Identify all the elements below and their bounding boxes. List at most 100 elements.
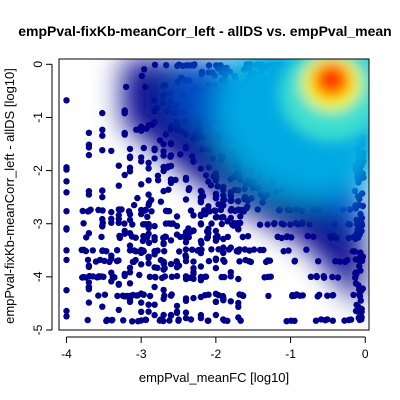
scatter-point (186, 185, 193, 192)
scatter-point (98, 233, 105, 241)
scatter-point (63, 313, 70, 320)
x-tick-label: -4 (61, 347, 72, 361)
y-tick-label: -2 (31, 165, 45, 176)
y-tick-label: 0 (31, 61, 45, 68)
scatter-point (182, 252, 189, 259)
scatter-point (145, 301, 152, 308)
scatter-point (121, 171, 128, 179)
scatter-point (280, 248, 287, 255)
scatter-point (198, 188, 205, 196)
scatter-point (115, 182, 123, 189)
scatter-point (145, 191, 152, 198)
x-axis-label: empPval_meanFC [log10] (139, 370, 289, 385)
scatter-point (146, 199, 153, 207)
scatter-point (312, 317, 320, 324)
scatter-point (218, 214, 225, 221)
scatter-point (132, 234, 139, 241)
scatter-point (221, 258, 228, 265)
scatter-point (218, 273, 225, 281)
scatter-point (165, 163, 172, 170)
scatter-point (151, 311, 158, 319)
scatter-point (212, 264, 220, 272)
scatter-point (63, 208, 70, 215)
scatter-point (129, 318, 136, 325)
scatter-point (63, 307, 70, 315)
scatter-point (89, 247, 97, 254)
scatter-point (126, 280, 134, 287)
scatter-point (214, 234, 221, 242)
scatter-point (99, 132, 106, 139)
scatter-point (140, 144, 147, 152)
x-tick-label: -1 (285, 347, 296, 361)
scatter-point (85, 144, 93, 151)
scatter-point (145, 159, 152, 166)
x-tick-label: -2 (211, 347, 222, 361)
scatter-point (99, 219, 107, 226)
scatter-point (85, 129, 93, 136)
scatter-point (129, 291, 137, 299)
scatter-point (236, 258, 243, 265)
scatter-point (202, 273, 210, 280)
plot-area (63, 59, 369, 325)
scatter-point (186, 274, 193, 281)
scatter-point (283, 318, 290, 325)
scatter-point (175, 262, 183, 269)
scatter-point (108, 147, 115, 155)
scatter-point (130, 258, 137, 265)
scatter-point (211, 207, 218, 214)
scatter-point (136, 271, 143, 279)
scatter-point (154, 172, 162, 179)
scatter-point (247, 258, 255, 266)
scatter-point (63, 97, 70, 104)
scatter-point (166, 317, 173, 324)
scatter-point (213, 213, 220, 221)
scatter-point (138, 181, 145, 188)
scatter-point (160, 317, 167, 325)
scatter-point (228, 205, 235, 213)
scatter-point (160, 187, 167, 195)
scatter-point (101, 291, 109, 298)
scatter-point (161, 273, 169, 280)
scatter-point (318, 316, 325, 323)
y-tick-label: -5 (31, 324, 45, 335)
scatter-point (167, 260, 175, 268)
scatter-point (267, 273, 274, 280)
scatter-point (151, 222, 158, 230)
scatter-point (215, 246, 222, 253)
scatter-point (79, 274, 86, 281)
x-tick-label: -3 (136, 347, 147, 361)
scatter-point (126, 269, 134, 276)
scatter-point (172, 176, 179, 184)
scatter-point (182, 297, 190, 304)
y-tick-label: -4 (31, 271, 45, 282)
scatter-point (152, 274, 159, 281)
scatter-point (108, 208, 115, 216)
scatter-point (217, 206, 225, 213)
scatter-point (220, 316, 227, 323)
scatter-point (220, 249, 227, 257)
scatter-point (215, 201, 222, 208)
scatter-point (99, 247, 106, 254)
scatter-point (63, 247, 70, 254)
scatter-point (182, 176, 190, 183)
scatter-point (121, 131, 128, 138)
scatter-point (235, 275, 242, 283)
scatter-point (187, 316, 195, 323)
scatter-point (138, 299, 145, 306)
scatter-point (289, 292, 296, 300)
scatter-point (173, 272, 181, 280)
scatter-point (108, 215, 115, 222)
scatter-point (154, 264, 161, 271)
scatter-point (285, 247, 292, 254)
scatter-point (110, 274, 118, 281)
scatter-point (160, 259, 168, 267)
x-tick-label: 0 (362, 347, 369, 361)
scatter-point (235, 299, 242, 307)
scatter-point (316, 291, 323, 298)
scatter-point (63, 225, 70, 232)
scatter-point (173, 213, 181, 220)
y-tick-label: -1 (31, 112, 45, 123)
scatter-point (146, 273, 154, 280)
scatter-point (188, 246, 196, 253)
scatter-point (126, 168, 134, 175)
